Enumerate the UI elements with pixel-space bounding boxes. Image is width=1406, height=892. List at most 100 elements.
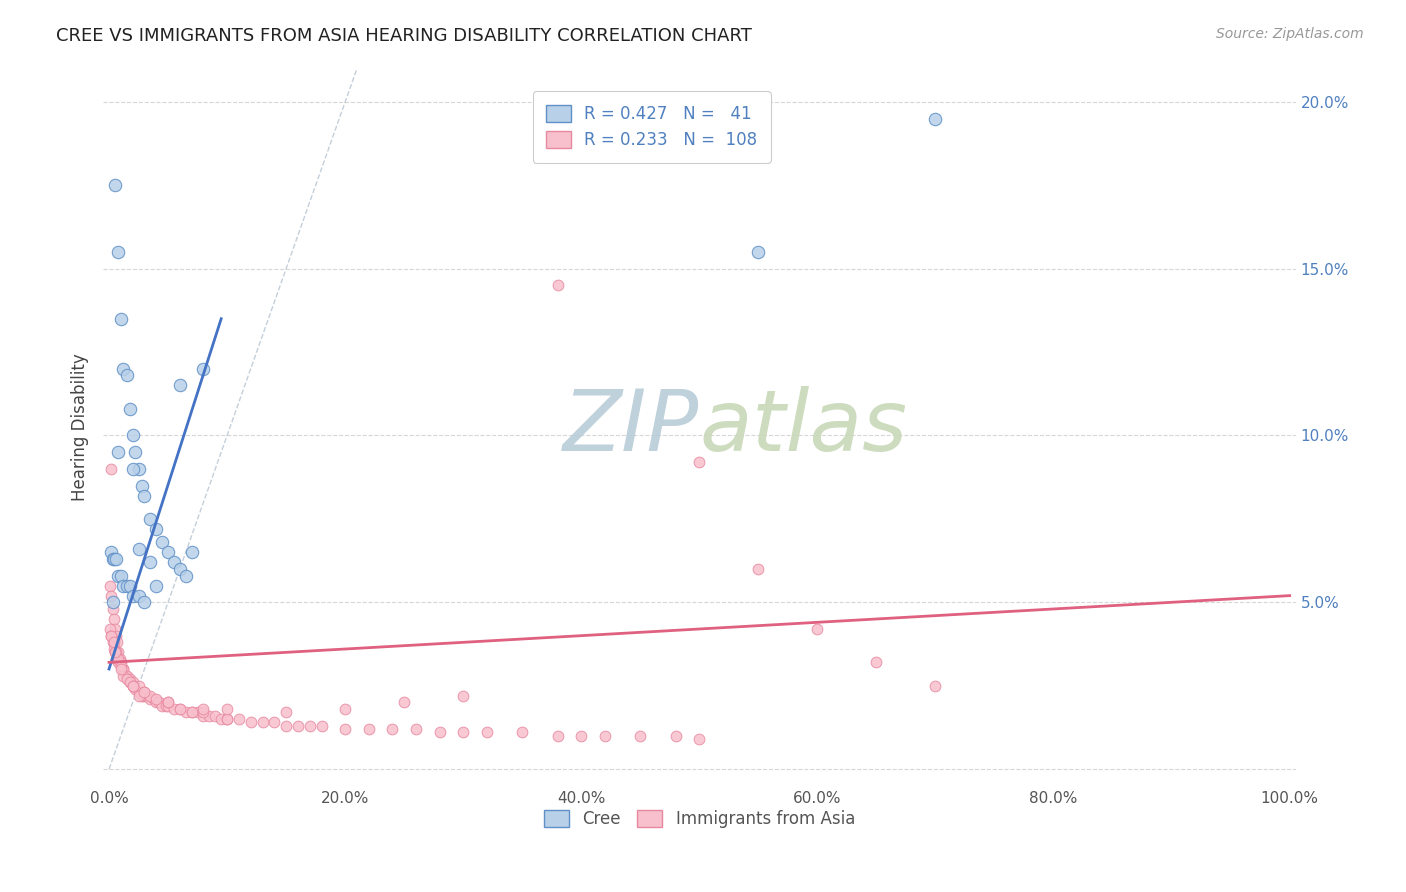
Point [276, 706, 298, 720]
Point [107, 645, 129, 659]
Point [121, 428, 143, 442]
Point [547, 729, 569, 743]
Point [157, 545, 180, 559]
Point [107, 245, 129, 260]
Text: atlas: atlas [699, 385, 907, 468]
Point [105, 629, 128, 643]
Text: Source: ZipAtlas.com: Source: ZipAtlas.com [1216, 27, 1364, 41]
Point [169, 702, 191, 716]
Point [193, 702, 215, 716]
Point [180, 706, 202, 720]
Point [169, 702, 191, 716]
Point [475, 725, 498, 739]
Point [169, 378, 191, 392]
Point [217, 712, 239, 726]
Point [142, 692, 165, 706]
Point [239, 715, 262, 730]
Point [131, 478, 153, 492]
Point [101, 635, 124, 649]
Point [276, 719, 298, 733]
Point [134, 685, 156, 699]
Point [104, 622, 127, 636]
Point [120, 675, 142, 690]
Point [145, 579, 167, 593]
Point [665, 729, 688, 743]
Point [429, 725, 451, 739]
Point [451, 725, 474, 739]
Point [128, 685, 150, 699]
Point [105, 552, 128, 566]
Point [139, 512, 162, 526]
Point [139, 555, 162, 569]
Point [134, 685, 156, 699]
Point [101, 595, 124, 609]
Point [108, 652, 131, 666]
Point [193, 706, 215, 720]
Point [806, 622, 828, 636]
Y-axis label: Hearing Disability: Hearing Disability [72, 353, 89, 501]
Point [98, 622, 121, 636]
Point [112, 662, 135, 676]
Point [217, 702, 239, 716]
Point [120, 675, 142, 690]
Point [112, 579, 135, 593]
Point [747, 562, 769, 576]
Point [135, 689, 157, 703]
Point [121, 679, 143, 693]
Point [139, 689, 162, 703]
Point [357, 722, 380, 736]
Point [169, 562, 191, 576]
Point [120, 672, 142, 686]
Point [163, 702, 186, 716]
Point [120, 579, 142, 593]
Point [112, 669, 135, 683]
Point [107, 568, 129, 582]
Point [100, 462, 122, 476]
Point [134, 689, 156, 703]
Point [628, 729, 651, 743]
Point [252, 715, 274, 730]
Text: ZIP: ZIP [564, 385, 699, 468]
Point [187, 706, 209, 720]
Text: CREE VS IMMIGRANTS FROM ASIA HEARING DISABILITY CORRELATION CHART: CREE VS IMMIGRANTS FROM ASIA HEARING DIS… [56, 27, 752, 45]
Point [128, 679, 150, 693]
Point [569, 729, 592, 743]
Point [110, 658, 132, 673]
Point [128, 541, 150, 556]
Point [104, 645, 127, 659]
Point [101, 602, 124, 616]
Point [103, 642, 125, 657]
Point [298, 719, 321, 733]
Point [157, 698, 180, 713]
Point [209, 712, 232, 726]
Point [115, 669, 138, 683]
Point [115, 368, 138, 383]
Point [121, 679, 143, 693]
Point [107, 445, 129, 459]
Point [924, 679, 946, 693]
Point [107, 652, 129, 666]
Point [100, 545, 122, 559]
Point [104, 178, 127, 193]
Point [110, 311, 132, 326]
Point [688, 732, 710, 747]
Point [110, 662, 132, 676]
Point [150, 535, 173, 549]
Point [163, 555, 186, 569]
Point [121, 679, 143, 693]
Point [311, 719, 333, 733]
Point [145, 522, 167, 536]
Point [180, 706, 202, 720]
Point [865, 656, 887, 670]
Point [105, 635, 128, 649]
Point [333, 722, 356, 736]
Point [204, 708, 226, 723]
Point [103, 612, 125, 626]
Point [110, 658, 132, 673]
Point [145, 695, 167, 709]
Point [105, 645, 128, 659]
Point [392, 695, 415, 709]
Point [107, 656, 129, 670]
Point [105, 652, 128, 666]
Point [547, 278, 569, 293]
